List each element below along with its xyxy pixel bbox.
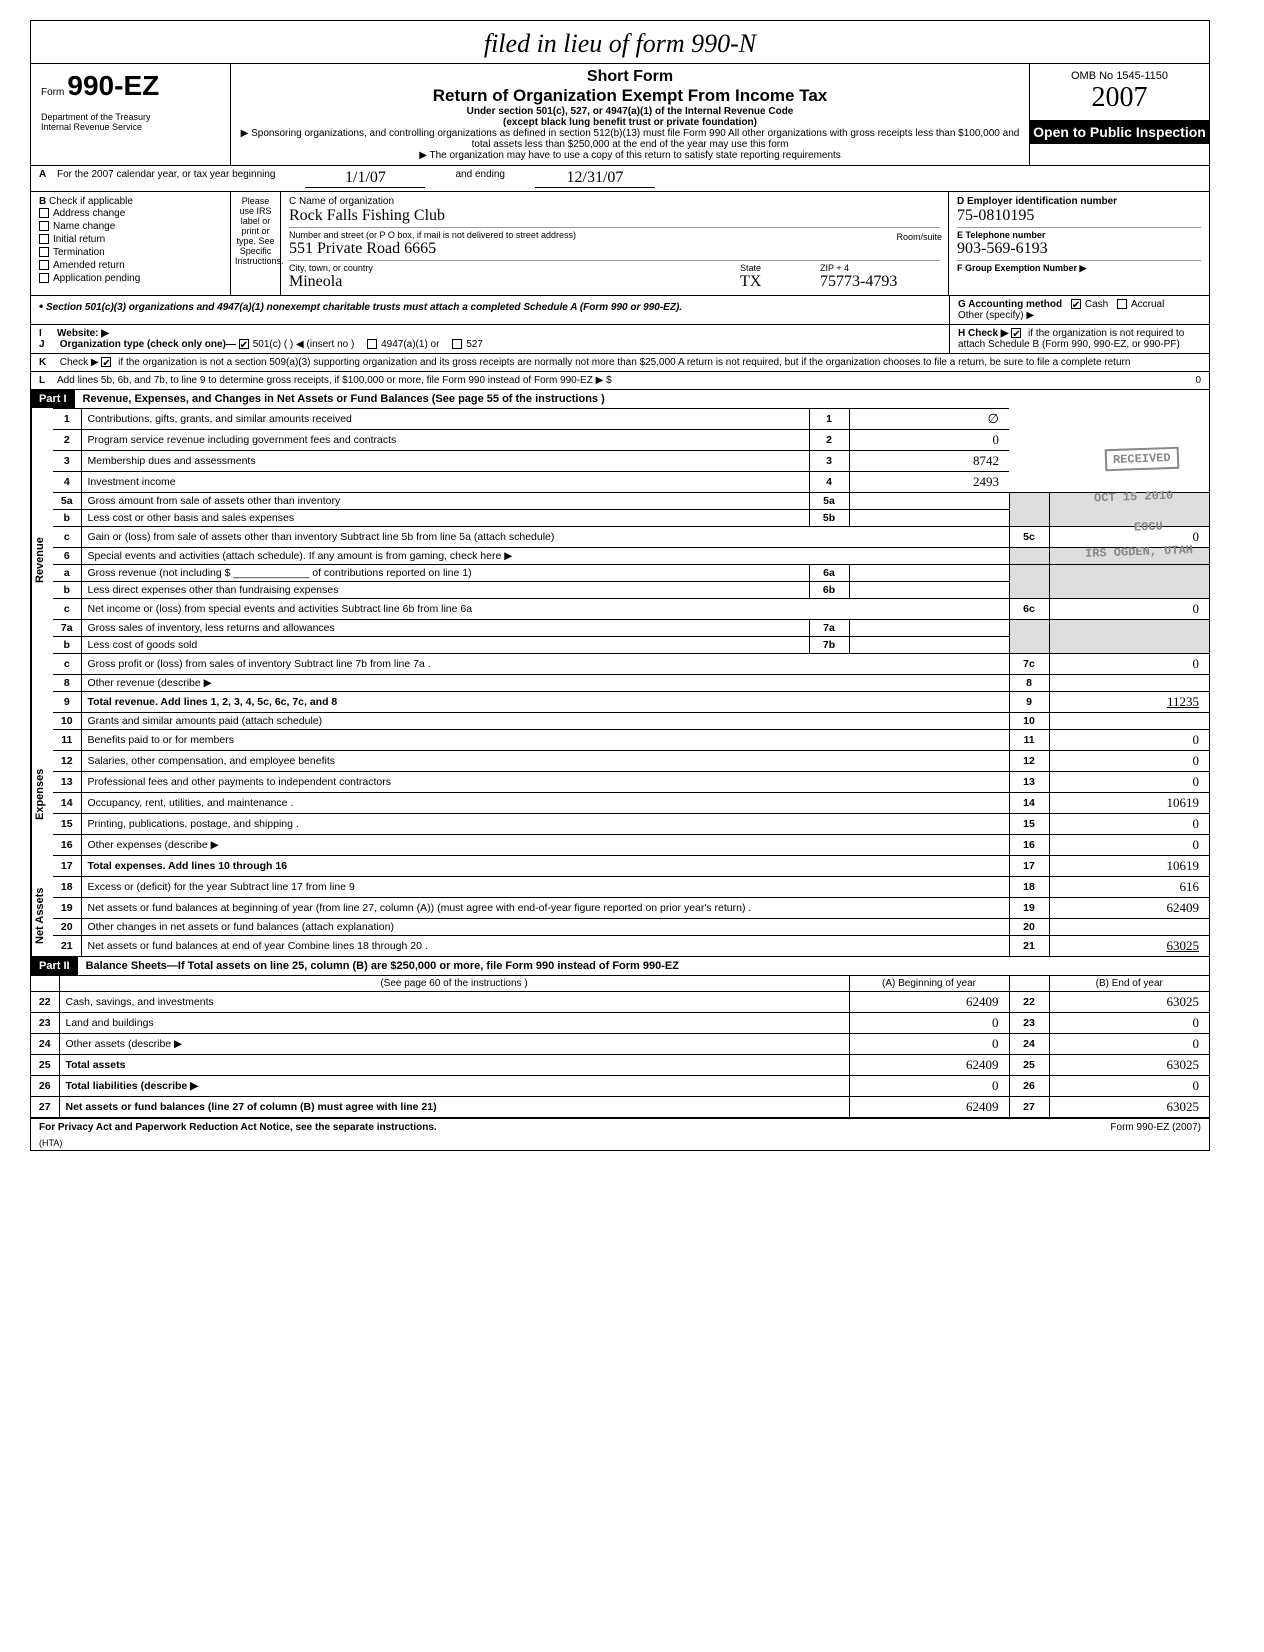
chk-termination[interactable]: Termination: [39, 246, 222, 259]
title-cell: Short Form Return of Organization Exempt…: [231, 64, 1029, 165]
city-label: City, town, or country: [289, 263, 740, 273]
ein-value: 75-0810195: [957, 207, 1201, 225]
label-a: A: [39, 169, 57, 188]
form-label: Form: [41, 87, 64, 98]
irs-label: Internal Revenue Service: [41, 122, 220, 132]
omb-number: OMB No 1545-1150: [1030, 70, 1209, 82]
zip-label: ZIP + 4: [820, 263, 940, 273]
chk-h[interactable]: ✔: [1011, 328, 1021, 338]
chk-address[interactable]: Address change: [39, 207, 222, 220]
copy-note: ▶ The organization may have to use a cop…: [237, 150, 1023, 161]
label-j: J: [39, 339, 57, 350]
chk-k[interactable]: ✔: [101, 357, 111, 367]
label-b: B: [39, 196, 46, 207]
expenses-table: 10Grants and similar amounts paid (attac…: [53, 712, 1209, 876]
section-501-note: Section 501(c)(3) organizations and 4947…: [46, 302, 682, 313]
part1-title: Revenue, Expenses, and Changes in Net As…: [75, 390, 1209, 408]
part2-badge: Part II: [31, 957, 78, 975]
chk-initial[interactable]: Initial return: [39, 233, 222, 246]
other-specify: Other (specify) ▶: [958, 310, 1201, 321]
vert-netassets: Net Assets: [31, 876, 53, 956]
l-text: Add lines 5b, 6b, and 7b, to line 9 to d…: [57, 375, 1101, 386]
chk-name[interactable]: Name change: [39, 220, 222, 233]
chk-501c[interactable]: ✔: [239, 339, 249, 349]
street-label: Number and street (or P O box, if mail i…: [289, 227, 940, 240]
chk-527[interactable]: [452, 339, 462, 349]
label-g: G Accounting method: [958, 299, 1062, 310]
col-d-e-f: D Employer identification number 75-0810…: [949, 192, 1209, 295]
line-a-text: For the 2007 calendar year, or tax year …: [57, 169, 275, 188]
netassets-table: 18Excess or (deficit) for the year Subtr…: [53, 876, 1209, 956]
l-amount: 0: [1101, 375, 1201, 386]
omb-cell: OMB No 1545-1150 2007 Open to Public Ins…: [1029, 64, 1209, 165]
form-number: 990-EZ: [67, 70, 159, 101]
chk-application[interactable]: Application pending: [39, 272, 222, 285]
sponsor-note: ▶ Sponsoring organizations, and controll…: [237, 128, 1023, 150]
chk-4947[interactable]: [367, 339, 377, 349]
zip-value: 75773-4793: [820, 273, 940, 291]
org-name: Rock Falls Fishing Club: [289, 207, 940, 225]
k-text: if the organization is not a section 509…: [118, 357, 1130, 368]
subtitle-code: Under section 501(c), 527, or 4947(a)(1)…: [237, 106, 1023, 117]
chk-accrual[interactable]: [1117, 299, 1127, 309]
subtitle-except: (except black lung benefit trust or priv…: [237, 117, 1023, 128]
vert-revenue: Revenue: [31, 408, 53, 712]
dept-treasury: Department of the Treasury: [41, 112, 220, 122]
org-type-label: Organization type (check only one)—: [60, 339, 236, 350]
filed-in-lieu-note: filed in lieu of form 990-N: [31, 21, 1209, 64]
label-c: C Name of organization: [289, 196, 940, 207]
open-public: Open to Public Inspection: [1030, 120, 1209, 144]
and-ending: and ending: [455, 169, 505, 188]
label-h: H Check ▶: [958, 328, 1008, 339]
room-suite-label: Room/suite: [896, 232, 942, 242]
revenue-table: 1Contributions, gifts, grants, and simil…: [53, 408, 1209, 712]
label-e: E Telephone number: [957, 227, 1201, 240]
begin-date: 1/1/07: [305, 169, 425, 188]
form-number-cell: Form 990-EZ Department of the Treasury I…: [31, 64, 231, 165]
part1-badge: Part I: [31, 390, 75, 408]
phone-value: 903-569-6193: [957, 240, 1201, 258]
col-b-checkboxes: B Check if applicable Address change Nam…: [31, 192, 231, 295]
527-text: 527: [466, 339, 483, 350]
privacy-notice: For Privacy Act and Paperwork Reduction …: [39, 1122, 1110, 1133]
chk-amended[interactable]: Amended return: [39, 259, 222, 272]
accounting-method: G Accounting method ✔Cash Accrual Other …: [949, 296, 1209, 324]
hta-label: (HTA): [31, 1136, 1209, 1150]
part2-title: Balance Sheets—If Total assets on line 2…: [78, 957, 1209, 975]
end-date: 12/31/07: [535, 169, 655, 188]
vert-expenses: Expenses: [31, 712, 53, 876]
chk-cash[interactable]: ✔: [1071, 299, 1081, 309]
state-label: State: [740, 263, 820, 273]
main-title: Return of Organization Exempt From Incom…: [237, 86, 1023, 106]
label-i: I: [39, 328, 57, 339]
city-value: Mineola: [289, 273, 740, 291]
4947-text: 4947(a)(1) or: [381, 339, 439, 350]
k-check: Check ▶: [60, 357, 99, 368]
col-b-header: (B) End of year: [1049, 976, 1209, 992]
label-k: K: [39, 357, 57, 368]
col-a-header: (A) Beginning of year: [849, 976, 1009, 992]
form-page: filed in lieu of form 990-N Form 990-EZ …: [30, 20, 1210, 1151]
label-d: D Employer identification number: [957, 196, 1201, 207]
form-footer: Form 990-EZ (2007): [1110, 1122, 1201, 1133]
label-l: L: [39, 375, 57, 386]
short-form-label: Short Form: [237, 68, 1023, 86]
tax-year: 2007: [1030, 82, 1209, 114]
website-label: Website: ▶: [57, 328, 109, 339]
balance-table: (See page 60 of the instructions ) (A) B…: [31, 975, 1209, 1117]
state-value: TX: [740, 273, 820, 291]
name-address-block: C Name of organization Rock Falls Fishin…: [281, 192, 949, 295]
501c-text: 501(c) ( ) ◀ (insert no ): [253, 339, 355, 350]
label-f: F Group Exemption Number ▶: [957, 260, 1201, 274]
check-if-applicable: Check if applicable: [49, 196, 133, 207]
part2-sub: (See page 60 of the instructions ): [59, 976, 849, 992]
please-use-label: Please use IRS label or print or type. S…: [231, 192, 281, 295]
street-address: 551 Private Road 6665: [289, 240, 940, 258]
